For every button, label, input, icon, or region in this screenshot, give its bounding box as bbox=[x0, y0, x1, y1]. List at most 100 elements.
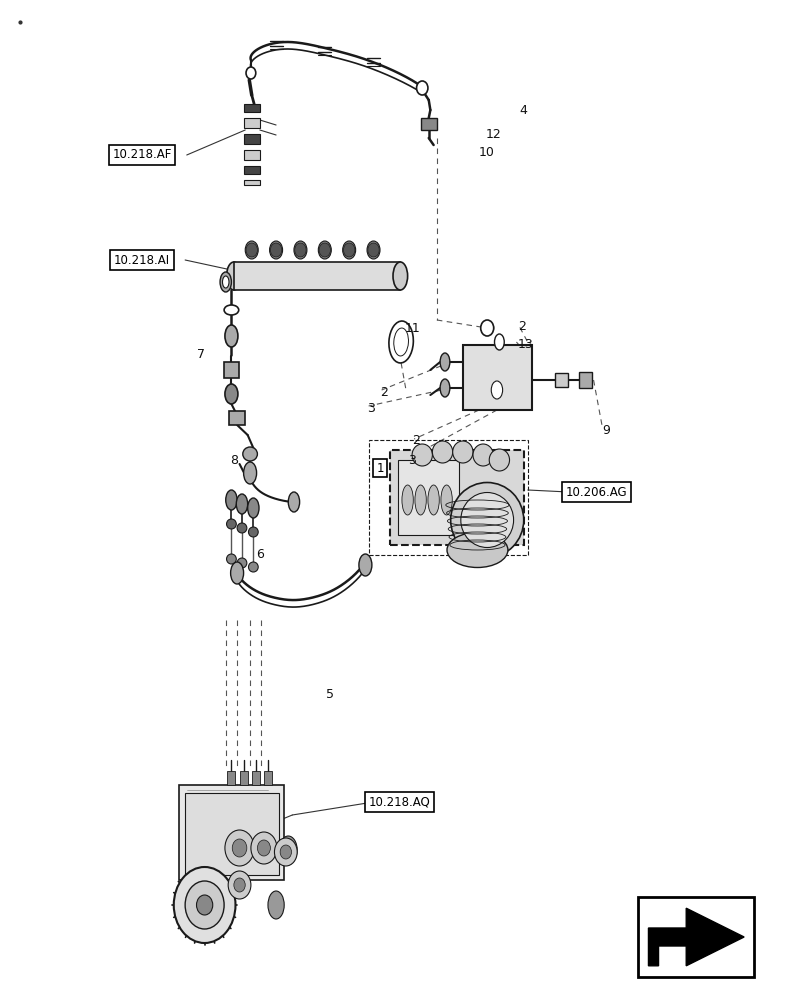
FancyBboxPatch shape bbox=[397, 460, 458, 535]
Circle shape bbox=[174, 867, 235, 943]
Circle shape bbox=[343, 243, 354, 257]
Text: 3: 3 bbox=[367, 401, 375, 414]
Circle shape bbox=[416, 81, 427, 95]
Ellipse shape bbox=[431, 441, 453, 463]
FancyBboxPatch shape bbox=[251, 771, 260, 785]
Circle shape bbox=[196, 895, 212, 915]
Ellipse shape bbox=[247, 498, 259, 518]
Circle shape bbox=[234, 878, 245, 892]
Ellipse shape bbox=[243, 462, 256, 484]
Text: 5: 5 bbox=[326, 688, 334, 702]
Ellipse shape bbox=[220, 272, 231, 292]
FancyBboxPatch shape bbox=[578, 372, 591, 388]
Ellipse shape bbox=[388, 321, 413, 363]
Ellipse shape bbox=[268, 891, 284, 919]
Ellipse shape bbox=[318, 241, 331, 259]
Circle shape bbox=[185, 881, 224, 929]
FancyBboxPatch shape bbox=[227, 771, 235, 785]
Ellipse shape bbox=[224, 305, 238, 315]
Ellipse shape bbox=[222, 276, 229, 288]
FancyBboxPatch shape bbox=[420, 118, 436, 130]
Polygon shape bbox=[648, 908, 743, 966]
Ellipse shape bbox=[427, 485, 439, 515]
FancyBboxPatch shape bbox=[224, 362, 238, 378]
Circle shape bbox=[225, 830, 254, 866]
Ellipse shape bbox=[237, 558, 247, 568]
Ellipse shape bbox=[401, 485, 413, 515]
FancyBboxPatch shape bbox=[243, 150, 260, 160]
Ellipse shape bbox=[248, 562, 258, 572]
Ellipse shape bbox=[245, 241, 258, 259]
Text: 6: 6 bbox=[256, 548, 264, 560]
Text: 2: 2 bbox=[412, 434, 420, 448]
Ellipse shape bbox=[412, 444, 431, 466]
Circle shape bbox=[367, 243, 379, 257]
Circle shape bbox=[246, 243, 257, 257]
FancyBboxPatch shape bbox=[243, 180, 260, 185]
Text: 3: 3 bbox=[407, 454, 415, 466]
Ellipse shape bbox=[393, 328, 408, 356]
Circle shape bbox=[246, 67, 255, 79]
Ellipse shape bbox=[414, 485, 426, 515]
Text: 10: 10 bbox=[478, 145, 495, 158]
Ellipse shape bbox=[226, 519, 236, 529]
FancyBboxPatch shape bbox=[229, 411, 245, 425]
Ellipse shape bbox=[494, 334, 504, 350]
Circle shape bbox=[319, 243, 330, 257]
Text: 9: 9 bbox=[602, 424, 610, 436]
Text: 12: 12 bbox=[485, 127, 500, 140]
Ellipse shape bbox=[440, 353, 449, 371]
Text: 2: 2 bbox=[380, 385, 388, 398]
Ellipse shape bbox=[453, 441, 472, 463]
Text: 11: 11 bbox=[404, 322, 419, 334]
Circle shape bbox=[274, 838, 297, 866]
Text: 13: 13 bbox=[517, 338, 533, 351]
Ellipse shape bbox=[225, 490, 237, 510]
FancyBboxPatch shape bbox=[243, 118, 260, 128]
Ellipse shape bbox=[236, 494, 247, 514]
FancyBboxPatch shape bbox=[637, 897, 753, 977]
Text: 10.218.AQ: 10.218.AQ bbox=[368, 796, 430, 808]
Circle shape bbox=[228, 871, 251, 899]
FancyBboxPatch shape bbox=[243, 166, 260, 174]
Circle shape bbox=[280, 845, 291, 859]
Ellipse shape bbox=[230, 562, 243, 584]
Circle shape bbox=[257, 840, 270, 856]
Text: 7: 7 bbox=[196, 349, 204, 361]
Ellipse shape bbox=[491, 381, 502, 399]
Ellipse shape bbox=[367, 241, 380, 259]
Ellipse shape bbox=[488, 449, 509, 471]
Ellipse shape bbox=[242, 447, 257, 461]
Ellipse shape bbox=[225, 384, 238, 404]
Text: 4: 4 bbox=[519, 104, 527, 117]
Circle shape bbox=[232, 839, 247, 857]
Ellipse shape bbox=[225, 325, 238, 347]
FancyBboxPatch shape bbox=[243, 104, 260, 112]
Ellipse shape bbox=[450, 483, 523, 558]
Ellipse shape bbox=[248, 527, 258, 537]
Ellipse shape bbox=[279, 836, 297, 864]
FancyBboxPatch shape bbox=[178, 785, 284, 880]
Ellipse shape bbox=[358, 554, 371, 576]
Ellipse shape bbox=[269, 241, 282, 259]
Ellipse shape bbox=[480, 322, 493, 334]
FancyBboxPatch shape bbox=[243, 134, 260, 144]
Text: 8: 8 bbox=[230, 454, 238, 466]
Ellipse shape bbox=[226, 554, 236, 564]
FancyBboxPatch shape bbox=[264, 771, 272, 785]
Ellipse shape bbox=[461, 492, 513, 548]
Text: 10.206.AG: 10.206.AG bbox=[565, 486, 627, 498]
Ellipse shape bbox=[446, 532, 508, 568]
Text: 1: 1 bbox=[375, 462, 384, 475]
Ellipse shape bbox=[393, 262, 407, 290]
Ellipse shape bbox=[440, 485, 452, 515]
FancyBboxPatch shape bbox=[234, 262, 400, 290]
Circle shape bbox=[270, 243, 281, 257]
Ellipse shape bbox=[294, 241, 307, 259]
Ellipse shape bbox=[342, 241, 355, 259]
FancyBboxPatch shape bbox=[185, 793, 278, 875]
Text: 10.218.AI: 10.218.AI bbox=[114, 253, 170, 266]
Circle shape bbox=[480, 320, 493, 336]
Text: 10.218.AF: 10.218.AF bbox=[112, 148, 172, 161]
Ellipse shape bbox=[440, 379, 449, 397]
